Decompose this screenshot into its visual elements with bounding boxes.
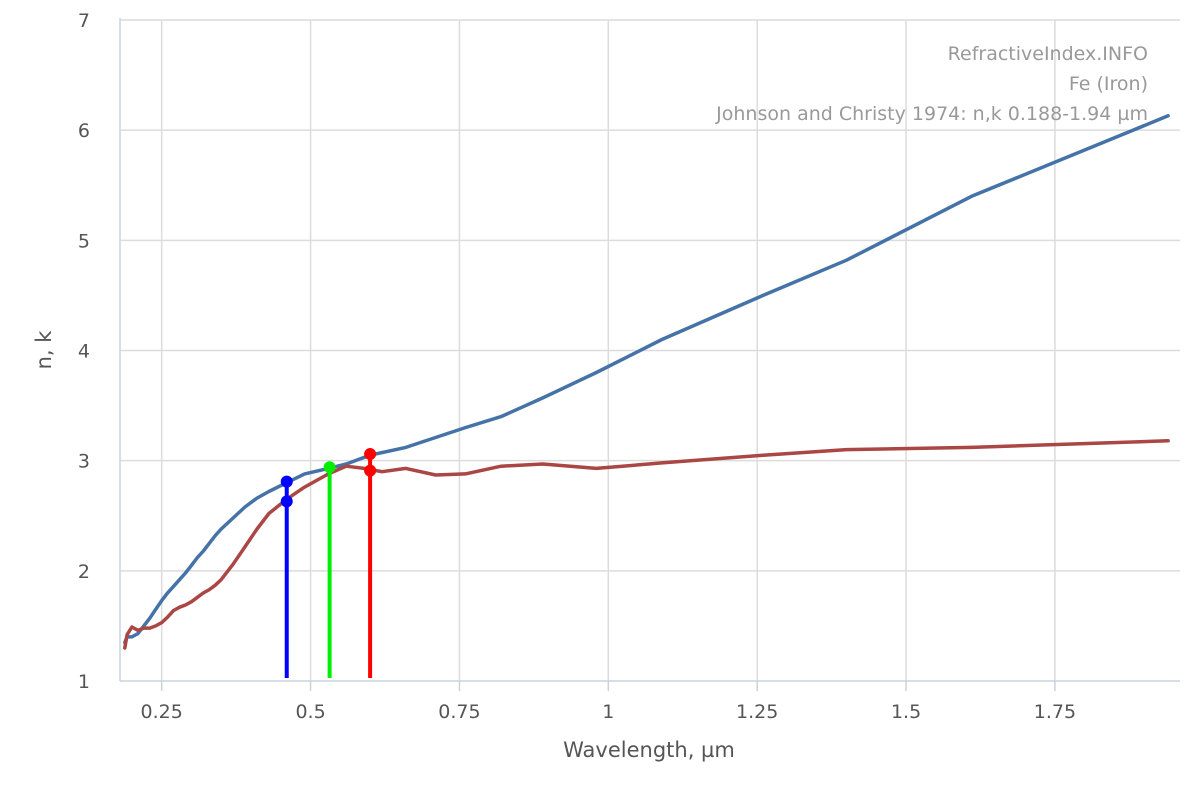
marker-red-n-point (364, 448, 377, 461)
marker-green-n-point (323, 461, 336, 474)
x-tick-label: 0.5 (295, 701, 325, 723)
y-tick-label: 5 (78, 230, 90, 252)
grid (120, 19, 1180, 681)
x-tick-label: 1.25 (736, 701, 778, 723)
y-tick-label: 2 (78, 561, 90, 583)
marker-red-k-point (364, 464, 377, 477)
x-tick-label: 1.75 (1034, 701, 1076, 723)
x-tick-label: 1.5 (891, 701, 921, 723)
x-tick-label: 0.75 (438, 701, 480, 723)
series-k-line (123, 439, 1170, 650)
annotation-material: Fe (Iron) (1069, 73, 1148, 95)
y-tick-label: 6 (78, 120, 90, 142)
x-axis-title: Wavelength, µm (563, 738, 735, 762)
y-axis-title: n, k (32, 330, 56, 370)
marker-blue-k-point (280, 495, 293, 508)
y-tick-label: 3 (78, 451, 90, 473)
series-lines (123, 114, 1170, 650)
annotation-dataset: Johnson and Christy 1974: n,k 0.188-1.94… (715, 103, 1148, 125)
x-tick-label: 1 (602, 701, 614, 723)
y-tick-label: 1 (78, 671, 90, 693)
y-tick-label: 4 (78, 341, 90, 363)
marker-blue-n-point (280, 475, 293, 488)
annotation-source: RefractiveIndex.INFO (948, 43, 1148, 65)
tick-labels: 1 2 3 4 5 6 7 0.25 0.5 0.75 1 1.25 1.5 1.75 (78, 10, 1076, 723)
y-tick-label: 7 (78, 10, 90, 32)
markers (280, 448, 377, 678)
axes (119, 18, 1180, 691)
x-tick-label: 0.25 (141, 701, 183, 723)
series-n-line (123, 114, 1170, 645)
